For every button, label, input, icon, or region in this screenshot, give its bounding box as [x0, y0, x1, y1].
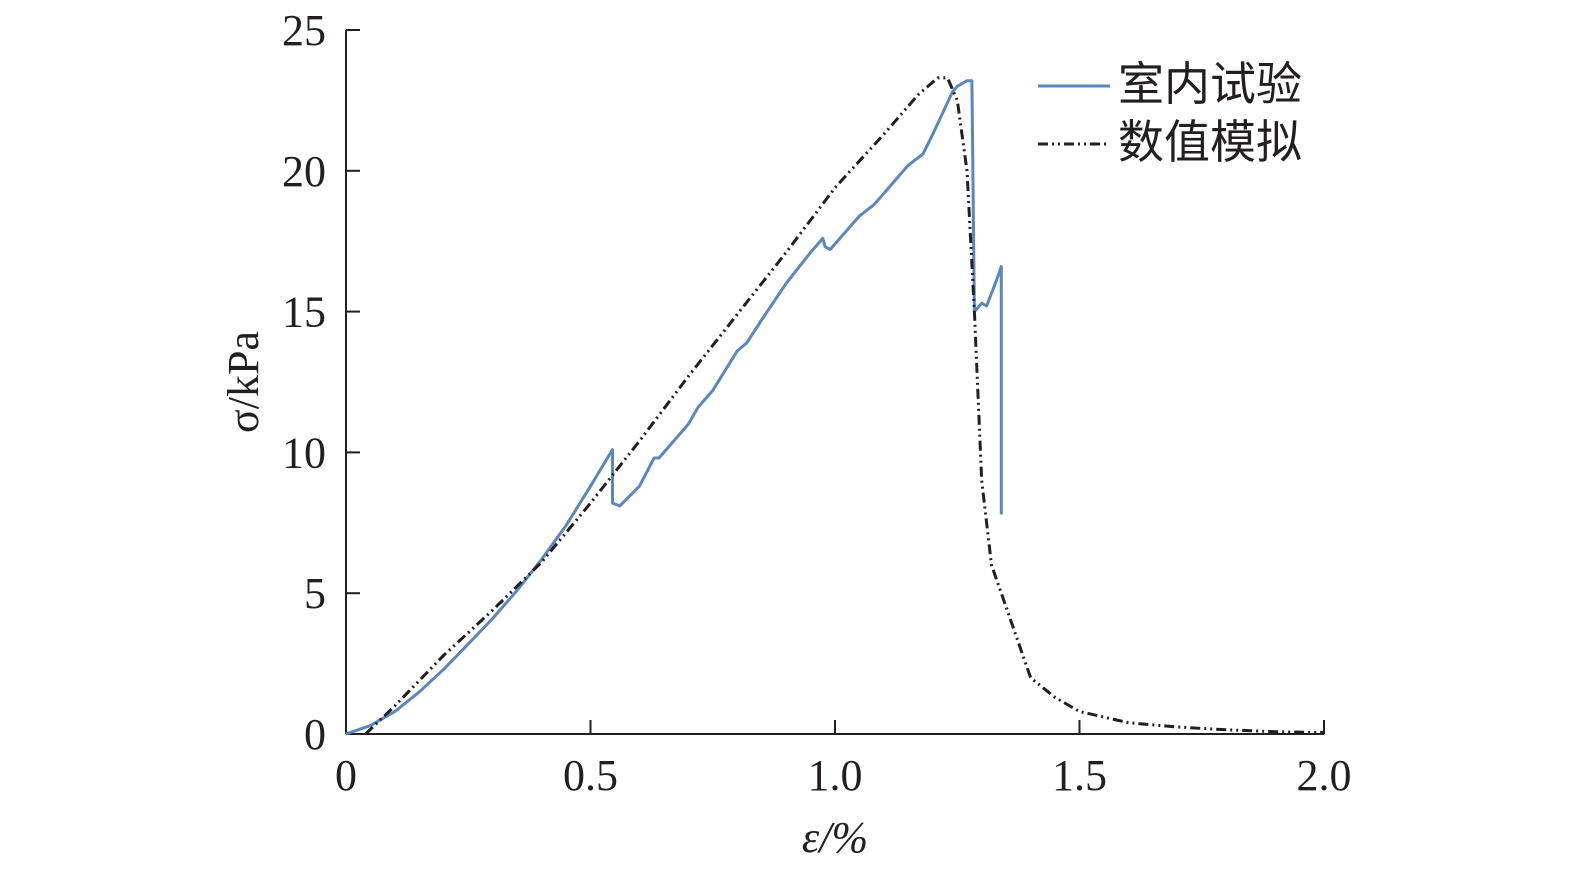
y-tick-label: 20 — [282, 147, 326, 196]
x-tick-label: 0.5 — [563, 751, 618, 800]
legend-label-experiment: 室内试验 — [1118, 57, 1302, 111]
y-tick-label: 25 — [282, 6, 326, 55]
y-tick-label: 10 — [282, 428, 326, 477]
x-axis-title: ε/% — [802, 813, 868, 862]
series-simulation-line — [364, 76, 1325, 736]
y-tick-label: 5 — [304, 569, 326, 618]
y-ticks: 0 5 10 15 20 25 — [282, 6, 360, 759]
y-axis-title: σ/kPa — [219, 331, 268, 433]
x-tick-label: 1.0 — [808, 751, 863, 800]
series-experiment-line — [345, 79, 1003, 736]
legend-label-simulation: 数值模拟 — [1118, 115, 1302, 169]
x-tick-label: 2.0 — [1297, 751, 1352, 800]
series-layer — [345, 76, 1325, 736]
y-tick-label: 0 — [304, 710, 326, 759]
x-tick-label: 0 — [335, 751, 357, 800]
x-tick-label: 1.5 — [1052, 751, 1107, 800]
legend: 室内试验 数值模拟 — [1038, 57, 1302, 169]
y-tick-label: 15 — [282, 288, 326, 337]
x-ticks: 0 0.5 1.0 1.5 2.0 — [335, 720, 1352, 800]
